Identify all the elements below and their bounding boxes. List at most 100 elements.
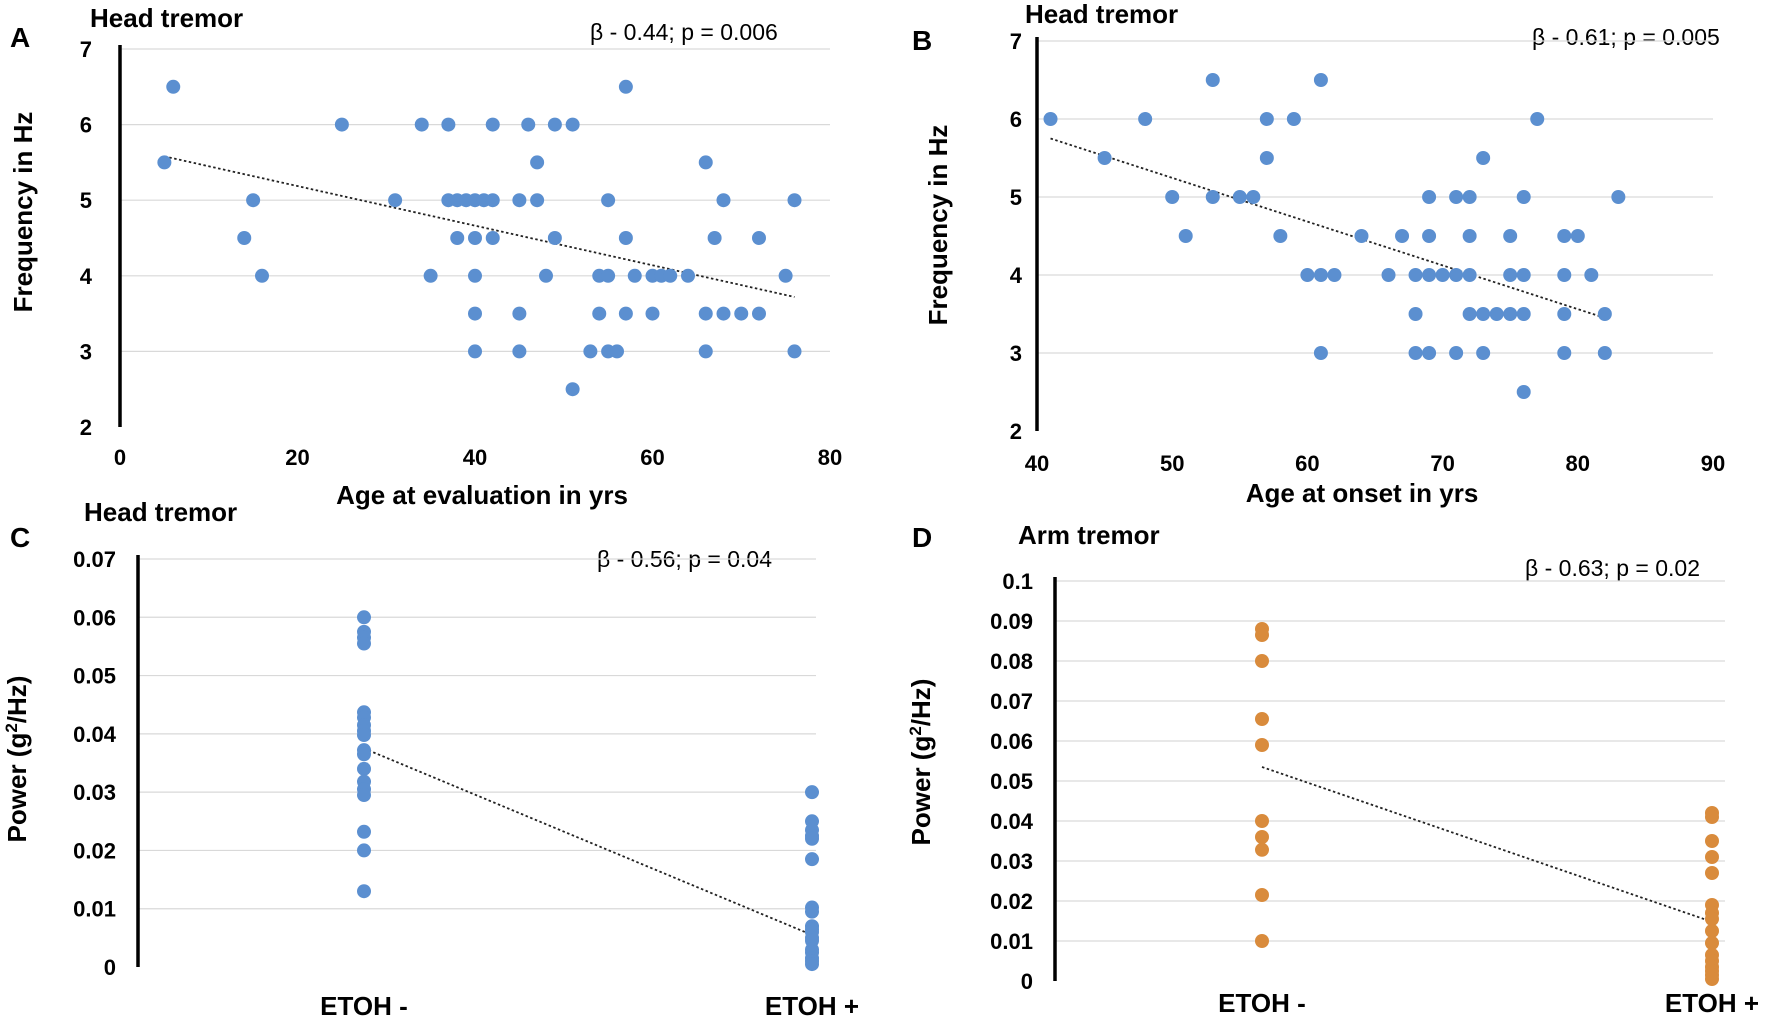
panel-a-data-point [530, 193, 545, 208]
panel-c-y-tick-label: 0.04 [73, 722, 117, 747]
panel-c-y-axis-title-end: /Hz) [2, 676, 32, 724]
panel-a-data-point [414, 117, 429, 132]
panel-b-data-point [1246, 190, 1261, 204]
panel-b-y-tick-label: 7 [1010, 29, 1022, 54]
panel-b-data-point [1597, 346, 1612, 360]
panel-c-trendline-segment [363, 747, 813, 936]
panel-c-data-point [357, 636, 371, 651]
panel-b-data-point [1381, 268, 1396, 282]
panel-d-data-point [1705, 936, 1719, 950]
panel-a-data-point [166, 79, 181, 94]
panel-d-data-point [1705, 850, 1719, 864]
panel-d-data-point [1255, 738, 1269, 752]
panel-d-y-tick-label: 0.07 [990, 689, 1033, 714]
panel-letter-b: B [912, 25, 932, 56]
panel-b-data-point [1286, 112, 1301, 126]
panel-b-data-point [1043, 112, 1058, 126]
panel-c-data-point [805, 904, 819, 919]
panel-c-y-tick-label: 0.05 [73, 664, 116, 689]
panel-a-data-point [485, 117, 500, 132]
panel-b-data-point [1503, 307, 1518, 321]
panel-b-data-point [1232, 190, 1247, 204]
panel-a-data-point [423, 268, 438, 283]
panel-d-data-point [1255, 934, 1269, 948]
panel-d-trendline-segment [1261, 766, 1713, 923]
panel-d-y-axis-superscript: 2 [906, 726, 925, 735]
panel-a-data-point [565, 117, 580, 132]
panel-a-data-point [547, 117, 562, 132]
panel-a-data-point [441, 117, 456, 132]
panel-c-data-point [357, 788, 371, 803]
panel-d-y-tick-label: 0.04 [990, 809, 1034, 834]
panel-c-y-tick-label: 0 [104, 955, 116, 980]
panel-a-data-point [610, 344, 624, 359]
panel-a-data-point [627, 268, 642, 283]
panel-d-y-tick-label: 0 [1021, 969, 1033, 994]
panel-a-data-point [512, 344, 527, 359]
panel-a-data-point [601, 193, 616, 208]
panel-b-data-point [1462, 190, 1477, 204]
panel-a-data-point [778, 268, 793, 283]
panel-b-y-tick-label: 5 [1010, 185, 1022, 210]
panel-a-data-point [468, 344, 482, 359]
panel-c: C Head tremor β - 0.56; p = 0.04 00.010.… [2, 497, 859, 1019]
panel-b-data-point [1178, 229, 1193, 243]
panel-d-points [1255, 622, 1719, 986]
panel-a-data-point [752, 306, 766, 321]
panel-b-data-point [1462, 229, 1477, 243]
panel-a-data-point [787, 344, 802, 359]
panel-c-y-tick-label: 0.07 [73, 547, 116, 572]
panel-c-y-tick-label: 0.02 [73, 838, 116, 863]
panel-b-data-point [1557, 268, 1572, 282]
panel-b-data-point [1313, 268, 1328, 282]
panel-b-trendline [1050, 137, 1606, 319]
panel-d: D Arm tremor β - 0.63; p = 0.02 0 0.01 0.0… [906, 520, 1759, 1018]
panel-a-data-point [601, 268, 616, 283]
panel-b-y-tick-label: 4 [1010, 263, 1023, 288]
panel-b-y-tick-label: 3 [1010, 341, 1022, 366]
panel-a-data-point [547, 231, 562, 245]
panel-d-gridlines [1055, 580, 1725, 942]
panel-d-data-point [1255, 888, 1269, 902]
panel-a-data-point [255, 268, 269, 283]
panel-a-data-point [530, 155, 545, 170]
panel-d-y-tick-label: 0.09 [990, 609, 1033, 634]
panel-b-y-tick-label: 6 [1010, 107, 1022, 132]
panel-a-stat: β - 0.44; p = 0.006 [590, 19, 778, 45]
panel-letter-c: C [10, 522, 30, 553]
panel-a-data-point [583, 344, 598, 359]
panel-a-y-axis-title: Frequency in Hz [8, 112, 38, 313]
panel-b-data-point [1138, 112, 1153, 126]
panel-a-y-tick-label: 2 [80, 415, 92, 440]
panel-b-data-point [1489, 307, 1504, 321]
panel-a-data-point [716, 306, 731, 321]
panel-b-data-point [1313, 73, 1328, 87]
panel-b-data-point [1408, 268, 1423, 282]
panel-d-category-label: ETOH - [1218, 988, 1306, 1018]
panel-d-category-label: ETOH + [1665, 988, 1759, 1018]
panel-b-data-point [1300, 268, 1315, 282]
panel-d-data-point [1705, 810, 1719, 824]
panel-d-data-point [1255, 712, 1269, 726]
panel-a-x-tick-label: 0 [114, 445, 126, 470]
panel-c-data-point [805, 831, 819, 846]
panel-a-y-tick-label: 6 [80, 113, 92, 138]
panel-d-y-tick-label: 0.06 [990, 729, 1033, 754]
panel-a-points [157, 79, 802, 397]
panel-b-data-point [1422, 190, 1437, 204]
panel-d-data-point [1255, 842, 1269, 857]
panel-a-data-point [698, 306, 713, 321]
panel-d-y-tick-label: 0.08 [990, 649, 1033, 674]
panel-d-data-point [1705, 924, 1719, 938]
panel-d-trendline [1261, 766, 1713, 923]
panel-d-tick-labels: 0 0.01 0.02 0.03 0.04 0.05 0.06 0.07 0.08 0.09 0.1 [990, 569, 1034, 994]
panel-a-data-point [334, 117, 349, 132]
panel-a-data-point [787, 193, 802, 208]
panel-b-data-point [1449, 190, 1464, 204]
panel-c-category-label: ETOH + [765, 991, 859, 1019]
panel-c-title: Head tremor [84, 497, 237, 527]
panel-d-data-point [1705, 912, 1719, 926]
panel-c-data-point [805, 957, 819, 972]
panel-d-y-tick-label: 0.1 [1002, 569, 1033, 594]
panel-b-y-axis-title: Frequency in Hz [923, 125, 953, 326]
